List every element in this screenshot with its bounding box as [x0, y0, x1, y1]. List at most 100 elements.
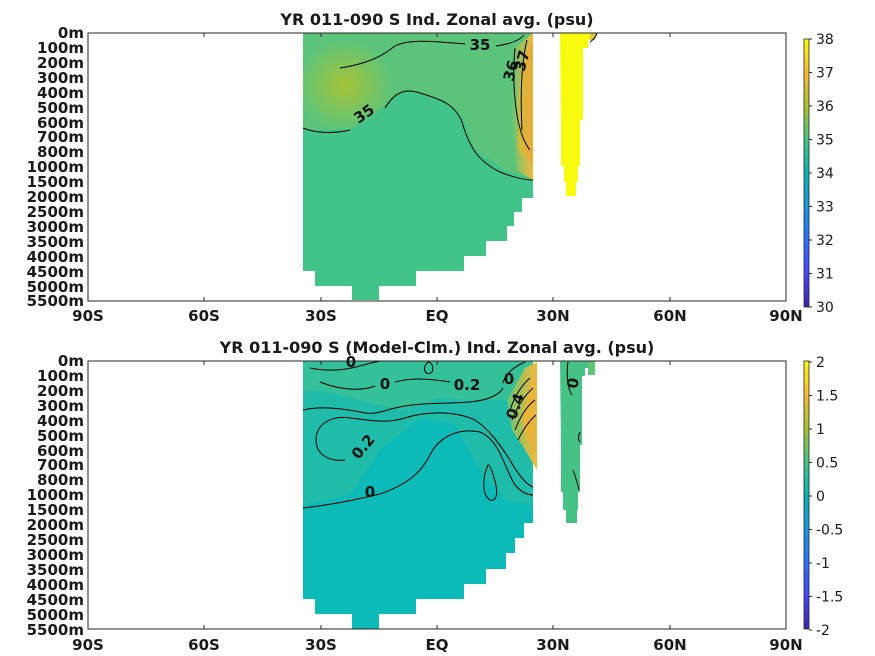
colorbar-tick-label: 2	[816, 355, 825, 371]
panel-anomaly-title: YR 011-090 S (Model-Clm.) Ind. Zonal avg…	[219, 338, 655, 357]
contour-02-main	[302, 407, 396, 414]
colorbar-tick-label: 36	[816, 99, 834, 115]
colorbar-tick-label: -2	[816, 623, 830, 639]
colorbar-tick-label: -1.5	[816, 590, 843, 606]
anomaly-colorbar: -2 -1.5 -1 -0.5 0 0.5 1 1.5 2	[803, 355, 843, 639]
y-tick-label: 1500m	[27, 173, 84, 191]
contour-0-top	[309, 360, 381, 371]
contour-label: 0	[563, 376, 583, 389]
contour-36	[513, 47, 531, 151]
anomaly-x-tickmarks	[203, 361, 671, 629]
anomaly-positive-band	[303, 361, 533, 410]
contour-04-b	[511, 387, 534, 421]
colorbar-tick-label: 30	[816, 300, 834, 316]
contour-0-small-loop	[424, 361, 434, 375]
contour-label: 0	[380, 375, 390, 393]
y-tick-label: 4000m	[27, 248, 84, 266]
x-tick-label: 60N	[653, 307, 686, 325]
contour-02-loop	[315, 412, 534, 488]
x-tick-label: 30N	[536, 636, 569, 654]
panel-salinity: YR 011-090 S Ind. Zonal avg. (psu) 35 35…	[27, 10, 834, 325]
colorbar-tick-label: 31	[816, 267, 834, 283]
salinity-x-ticks: 90S 60S 30S EQ 30N 60N 90N	[72, 307, 803, 325]
colorbar-tick-label: 35	[816, 133, 834, 149]
x-tick-label: EQ	[426, 307, 449, 325]
salinity-colorbar: 30 31 32 33 34 35 36 37 38	[803, 32, 834, 316]
y-tick-label: 5000m	[27, 606, 84, 624]
y-tick-label: 5500m	[27, 621, 84, 639]
contour-label: 36	[500, 58, 523, 83]
colorbar-tick-label: 1	[816, 422, 825, 438]
salinity-marginal-sea	[560, 33, 590, 196]
salinity-marginal-sea-edge	[590, 33, 597, 40]
contour-35-main-right	[384, 90, 534, 181]
contour-label: 0	[346, 353, 356, 371]
y-tick-label: 100m	[37, 39, 84, 57]
anomaly-outflow-core	[522, 370, 537, 455]
colorbar-tick-label: -1	[816, 556, 830, 572]
x-tick-label: 90N	[769, 636, 802, 654]
contour-35-upper-right	[495, 34, 525, 47]
contour-0-marginal-c	[572, 469, 580, 491]
contour-label: 0	[504, 370, 514, 388]
anomaly-contours	[302, 360, 581, 509]
x-tick-label: 90S	[72, 636, 104, 654]
panel-salinity-title: YR 011-090 S Ind. Zonal avg. (psu)	[279, 10, 593, 29]
x-tick-label: 30N	[536, 307, 569, 325]
y-tick-label: 0m	[58, 24, 84, 42]
y-tick-label: 3000m	[27, 218, 84, 236]
colorbar-tick-label: -0.5	[816, 523, 843, 539]
x-tick-label: 60S	[188, 307, 220, 325]
contour-label: 37	[511, 48, 534, 73]
salinity-field	[297, 33, 597, 300]
anomaly-marginal-sea	[560, 361, 588, 523]
y-tick-label: 500m	[37, 99, 84, 117]
x-tick-label: EQ	[426, 636, 449, 654]
colorbar-tick-label: 0.5	[816, 456, 838, 472]
contour-37	[520, 39, 528, 131]
contour-04-a	[509, 377, 531, 411]
y-tick-label: 800m	[37, 471, 84, 489]
y-tick-label: 4500m	[27, 263, 84, 281]
y-tick-label: 300m	[37, 69, 84, 87]
x-tick-label: 90S	[72, 307, 104, 325]
contour-label: 0.2	[454, 376, 481, 394]
anomaly-field	[303, 361, 595, 629]
anomaly-marginal-sea-top	[588, 361, 595, 375]
colorbar-tick-label: 32	[816, 233, 834, 249]
y-tick-label: 5500m	[27, 292, 84, 310]
y-tick-label: 700m	[37, 128, 84, 146]
anomaly-x-ticks: 90S 60S 30S EQ 30N 60N 90N	[72, 636, 803, 654]
x-tick-label: 90N	[769, 307, 802, 325]
y-tick-label: 1000m	[27, 158, 84, 176]
x-tick-label: 60N	[653, 636, 686, 654]
contour-04-c	[514, 399, 536, 431]
y-tick-label: 400m	[37, 84, 84, 102]
x-tick-label: 30S	[305, 636, 337, 654]
y-tick-label: 2500m	[27, 203, 84, 221]
y-tick-label: 400m	[37, 412, 84, 430]
y-tick-label: 3500m	[27, 233, 84, 251]
y-tick-label: 3500m	[27, 561, 84, 579]
contour-0-marginal-b	[578, 431, 581, 443]
y-tick-label: 200m	[37, 54, 84, 72]
y-tick-label: 1000m	[27, 486, 84, 504]
contour-0-upper	[319, 381, 376, 390]
anomaly-y-ticks: 0m 100m 200m 300m 400m 500m 600m 700m 80…	[27, 352, 84, 639]
colorbar-tick-label: 34	[816, 166, 834, 182]
salinity-y-ticks: 0m 100m 200m 300m 400m 500m 600m 700m 80…	[27, 24, 84, 310]
contour-0-upper-right	[394, 378, 451, 383]
y-tick-label: 4500m	[27, 591, 84, 609]
colorbar-gradient	[803, 360, 810, 630]
colorbar-tick-label: 38	[816, 32, 834, 48]
y-tick-label: 300m	[37, 397, 84, 415]
contour-label: 0	[365, 483, 375, 501]
contour-35-main	[302, 127, 351, 133]
salinity-x-tickmarks	[203, 33, 671, 301]
x-tick-label: 60S	[188, 636, 220, 654]
colorbar-tick-label: 37	[816, 66, 834, 82]
y-tick-label: 2000m	[27, 188, 84, 206]
contour-0-outflow	[502, 361, 526, 384]
colorbar-tick-label: 33	[816, 200, 834, 216]
y-tick-label: 100m	[37, 367, 84, 385]
